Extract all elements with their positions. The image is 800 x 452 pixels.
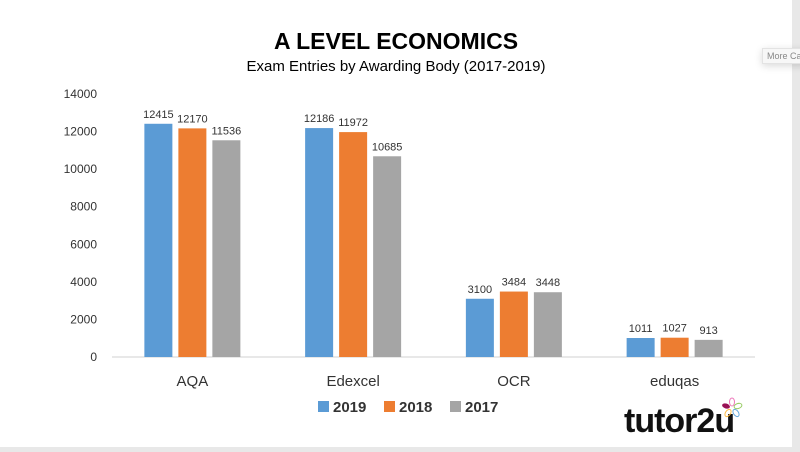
tutor2u-logo: tutor2u: [624, 397, 743, 441]
bar-2017: [533, 292, 562, 357]
data-label: 1027: [662, 323, 686, 335]
flower-icon: [722, 397, 743, 418]
data-label: 11972: [338, 117, 368, 129]
bar-2017: [212, 140, 241, 357]
data-label: 3484: [502, 277, 526, 289]
bar-2018: [178, 128, 207, 357]
legend-swatch-2019: [318, 401, 329, 412]
bar-2019: [144, 123, 173, 357]
y-tick-label: 0: [90, 350, 97, 364]
legend-swatch-2018: [384, 401, 395, 412]
y-tick-label: 12000: [64, 125, 98, 139]
chart-title: A LEVEL ECONOMICS: [273, 28, 519, 54]
data-label: 3448: [536, 277, 560, 289]
bar-2018: [499, 291, 528, 357]
bar-2017: [373, 156, 402, 357]
x-tick-label: Edexcel: [326, 373, 379, 390]
data-label: 913: [699, 325, 717, 337]
data-label: 12186: [304, 113, 335, 125]
legend-label: 2019: [333, 399, 366, 416]
data-label: 1011: [629, 323, 653, 335]
data-label: 12415: [143, 109, 174, 121]
bar-2019: [465, 298, 494, 357]
x-tick-label: OCR: [497, 373, 531, 390]
y-tick-label: 14000: [64, 87, 98, 101]
legend-swatch-2017: [450, 401, 461, 412]
bar-2019: [626, 338, 655, 357]
y-tick-label: 4000: [70, 275, 97, 289]
x-tick-label: AQA: [177, 373, 209, 390]
data-label: 11536: [211, 125, 241, 137]
data-label: 12170: [177, 113, 208, 125]
bar-2017: [694, 339, 723, 357]
data-label: 10685: [372, 141, 403, 153]
y-tick-label: 8000: [70, 200, 97, 214]
bar-2018: [660, 337, 689, 357]
bar-2019: [305, 128, 334, 357]
data-label: 3100: [468, 284, 492, 296]
y-tick-label: 2000: [70, 312, 97, 326]
more-tooltip: More Ca: [762, 48, 800, 64]
legend-label: 2018: [399, 399, 432, 416]
x-tick-label: eduqas: [650, 373, 699, 390]
legend-label: 2017: [465, 399, 498, 416]
y-tick-label: 10000: [64, 162, 98, 176]
chart-subtitle: Exam Entries by Awarding Body (2017-2019…: [246, 58, 546, 75]
bar-2018: [339, 132, 368, 357]
y-tick-label: 6000: [70, 237, 97, 251]
